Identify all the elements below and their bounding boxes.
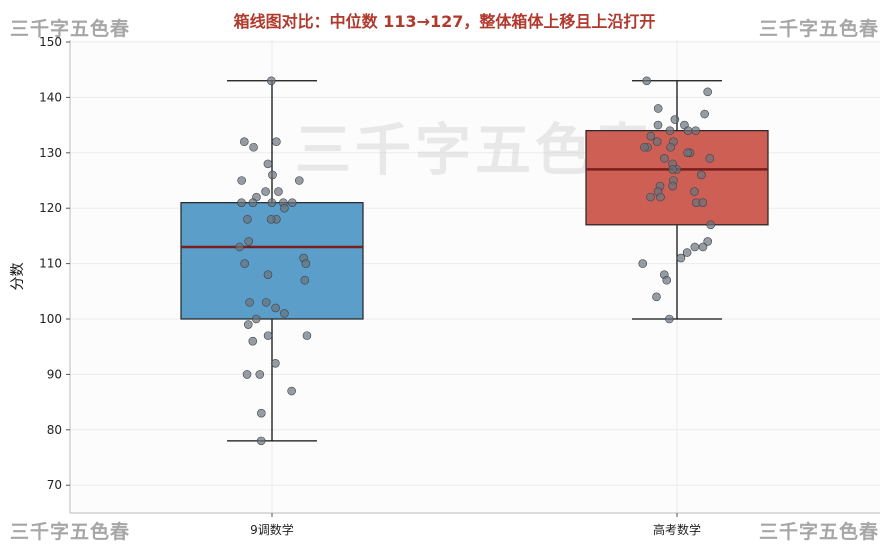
watermark-bottom-left: 三千字五色春 — [10, 521, 131, 543]
data-point — [690, 242, 700, 252]
y-tick-label: 150 — [39, 35, 62, 49]
y-tick-label: 100 — [39, 312, 62, 326]
data-point — [261, 298, 271, 307]
watermark-bottom-right: 三千字五色春 — [758, 521, 879, 543]
data-point — [698, 242, 708, 252]
data-point — [244, 237, 253, 246]
data-point — [703, 87, 712, 97]
data-point — [243, 320, 253, 329]
data-point — [665, 126, 675, 135]
data-point — [642, 76, 652, 86]
data-point — [271, 359, 280, 368]
y-tick-label: 80 — [47, 423, 62, 437]
data-point — [242, 370, 252, 379]
data-point — [248, 198, 258, 207]
y-tick-label: 110 — [39, 257, 62, 271]
box-1 — [180, 76, 364, 446]
data-point — [638, 259, 648, 268]
data-point — [240, 259, 249, 268]
data-point — [682, 248, 692, 257]
data-point — [256, 436, 266, 446]
y-tick-label: 120 — [39, 201, 62, 215]
data-point — [248, 336, 258, 346]
x-tick-label: 9调数学 — [250, 522, 294, 537]
data-point — [235, 242, 244, 252]
data-point — [640, 142, 649, 152]
data-point — [271, 303, 280, 313]
data-point — [301, 259, 311, 268]
data-point — [698, 198, 708, 207]
data-point — [287, 198, 297, 207]
data-point — [653, 104, 663, 113]
data-point — [294, 176, 304, 185]
data-point — [237, 198, 246, 207]
data-point — [691, 126, 700, 135]
data-point — [300, 275, 310, 285]
data-point — [656, 192, 665, 202]
data-point — [646, 131, 656, 141]
data-point — [257, 408, 266, 418]
y-tick-label: 140 — [39, 90, 62, 104]
data-point — [268, 170, 277, 180]
data-point — [274, 187, 283, 196]
data-point — [666, 142, 675, 152]
box-2 — [585, 76, 769, 324]
data-point — [703, 237, 713, 246]
data-point — [706, 220, 716, 230]
data-point — [255, 370, 265, 379]
data-point — [690, 187, 699, 196]
data-point — [263, 270, 273, 279]
data-point — [263, 159, 273, 169]
y-tick-label: 90 — [47, 367, 62, 381]
watermark-top-left: 三千字五色春 — [10, 18, 131, 40]
data-point — [646, 192, 655, 202]
y-tick-label: 130 — [39, 146, 62, 160]
data-point — [249, 142, 258, 152]
data-point — [662, 275, 672, 285]
data-point — [266, 214, 276, 224]
data-point — [683, 148, 692, 158]
data-point — [652, 137, 662, 147]
data-point — [245, 298, 254, 307]
data-point — [302, 331, 312, 340]
data-point — [237, 176, 246, 185]
data-point — [683, 126, 693, 135]
chart-title: 箱线图对比：中位数 113→127，整体箱体上移且上沿打开 — [233, 12, 656, 31]
box-iqr — [585, 130, 769, 226]
data-point — [261, 187, 270, 196]
data-point — [670, 115, 680, 124]
y-axis-label: 分数 — [10, 263, 26, 291]
x-tick-label: 高考数学 — [653, 522, 701, 537]
data-point — [653, 120, 663, 130]
data-point — [287, 386, 296, 396]
data-point — [652, 292, 661, 302]
data-point — [267, 198, 277, 207]
data-point — [665, 314, 674, 324]
data-point — [697, 170, 706, 180]
data-point — [280, 309, 289, 318]
data-point — [700, 109, 709, 119]
data-point — [668, 181, 677, 191]
data-point — [660, 154, 669, 163]
data-point — [267, 76, 276, 86]
y-tick-label: 70 — [47, 478, 62, 492]
data-point — [280, 203, 289, 213]
data-point — [272, 137, 281, 147]
data-point — [243, 214, 252, 224]
data-point — [668, 165, 677, 174]
data-point — [240, 137, 249, 147]
watermark-top-right: 三千字五色春 — [758, 18, 879, 40]
data-point — [251, 314, 261, 324]
data-point — [676, 253, 686, 263]
data-point — [705, 154, 715, 163]
data-point — [263, 331, 273, 340]
